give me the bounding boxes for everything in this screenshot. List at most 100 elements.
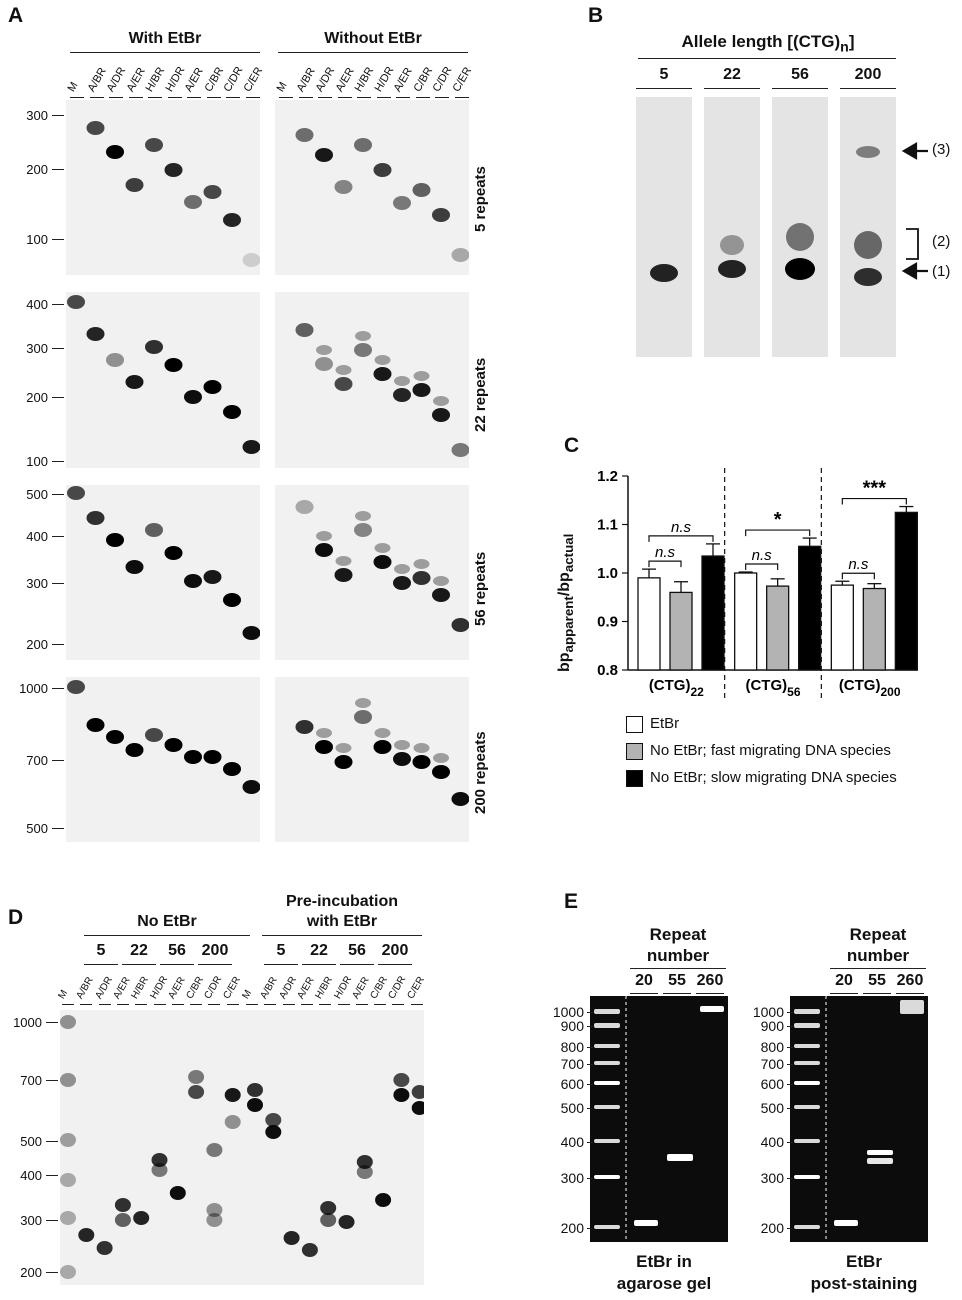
legend-label-etbr: EtBr <box>650 715 680 732</box>
gel-band-slow <box>316 345 332 355</box>
panel-b-label: B <box>588 4 604 27</box>
panel-d-tick-mark <box>46 1220 58 1221</box>
a-row2-tick-200: 200 <box>26 390 48 405</box>
a-row3-tick-200: 200 <box>26 637 48 652</box>
gel-band-slow <box>413 559 430 569</box>
a-tick-mark <box>52 644 64 645</box>
gel-band <box>393 388 411 402</box>
panel-d-repeat-line <box>264 964 298 965</box>
category-base: (CTG) <box>649 677 691 694</box>
lane-underline <box>226 97 240 98</box>
gel-band <box>315 148 333 162</box>
gel-band <box>60 1265 76 1279</box>
gel-band <box>203 185 222 199</box>
lane-label: H/DR <box>372 64 396 94</box>
gel-band <box>206 1213 223 1227</box>
gel-band <box>145 340 163 354</box>
panel-e-right-header-l1: Repeat <box>849 925 907 944</box>
panel-e-tick-400: 400 <box>760 1134 784 1150</box>
panel-d-label: D <box>8 906 24 929</box>
gel-a-200-without <box>275 677 469 842</box>
lane-label: M <box>274 80 290 94</box>
gel-band <box>206 1143 223 1157</box>
a-row4-tick-500: 500 <box>26 821 48 836</box>
gel-a-56-with <box>66 485 260 660</box>
panel-d-lane-underline <box>98 1004 111 1005</box>
gel-band <box>412 571 431 585</box>
panel-d-lane-label: C/ER <box>221 974 243 1001</box>
lane-underline <box>70 97 84 98</box>
gel-band <box>412 755 431 769</box>
panel-d-lane-label: M <box>56 988 71 1001</box>
panel-e-tick-800: 800 <box>560 1039 584 1055</box>
lane-underline <box>206 97 221 98</box>
panel-d-lane-underline <box>135 1004 148 1005</box>
gel-b-200 <box>840 97 896 357</box>
panel-d-tick-mark <box>46 1080 58 1081</box>
lane-label: H/DR <box>163 64 187 94</box>
panel-e-tick-mark <box>787 1012 793 1013</box>
gel-band-slow <box>335 365 352 375</box>
gel-band <box>432 408 450 422</box>
gel-band <box>60 1173 76 1187</box>
gel-band <box>315 740 333 754</box>
panel-e-tick-300: 300 <box>760 1170 784 1186</box>
lane-underline <box>187 97 201 98</box>
panel-e-col-line <box>696 993 724 994</box>
gel-band <box>334 755 353 769</box>
panel-d-repeat-200: 200 <box>201 942 229 959</box>
panel-d-lane-underline <box>246 1004 258 1005</box>
ladder-band <box>794 1081 820 1085</box>
panel-d-lane-underline <box>392 1004 405 1005</box>
panel-b-title-line <box>638 58 896 59</box>
a-row2-tick-300: 300 <box>26 341 48 356</box>
panel-e-caption-right-l2: post-staining <box>810 1274 918 1293</box>
panel-d-lane-underline <box>171 1004 184 1005</box>
panel-e-tick-900: 900 <box>760 1018 784 1034</box>
gel-band <box>188 1085 205 1099</box>
annotation-2: (2) <box>932 233 951 250</box>
gel-band-slow <box>433 396 449 406</box>
gel-band <box>412 383 431 397</box>
panel-d-repeat-22: 22 <box>310 942 328 959</box>
panel-e-col-line <box>863 993 891 994</box>
gel-band <box>203 750 222 764</box>
gel-band <box>67 680 85 694</box>
gel-band <box>188 1070 205 1084</box>
gel-d <box>60 1010 424 1285</box>
panel-d-header-no-etbr: No EtBr <box>137 913 197 930</box>
panel-d-tick-mark <box>46 1175 58 1176</box>
sig-bracket <box>745 563 779 571</box>
bar <box>734 572 758 671</box>
ladder-band <box>794 1009 820 1014</box>
a-row3-tick-300: 300 <box>26 576 48 591</box>
gel-band <box>451 248 469 262</box>
sample-band-20 <box>634 1220 658 1226</box>
bar <box>830 584 854 671</box>
gel-band <box>650 264 678 282</box>
lane-underline <box>396 97 410 98</box>
gel-band <box>315 357 333 371</box>
panel-e-tick-200: 200 <box>560 1220 584 1236</box>
panel-e-tick-mark <box>787 1178 793 1179</box>
panel-d-tick-mark <box>46 1272 58 1273</box>
gel-band <box>133 1211 150 1225</box>
gel-band-slow <box>355 331 371 341</box>
category-sub: 22 <box>690 685 704 699</box>
gel-band <box>315 543 333 557</box>
ylabel-sub-actual: actual <box>561 533 577 573</box>
panel-d-lane-underline <box>282 1004 295 1005</box>
a-tick-mark <box>52 760 64 761</box>
gel-band <box>411 1085 424 1099</box>
panel-d-tick-300: 300 <box>20 1213 42 1228</box>
panel-d-lane-underline <box>300 1004 313 1005</box>
sig-label: n.s <box>848 556 869 573</box>
gel-band <box>145 138 163 152</box>
sig-bracket <box>841 497 907 505</box>
ladder-band <box>794 1175 820 1179</box>
a-row3-tick-500: 500 <box>26 487 48 502</box>
gel-e-right <box>790 996 928 1242</box>
panel-d-lane-label: H/DR <box>331 974 354 1001</box>
panel-d-tick-700: 700 <box>20 1073 42 1088</box>
panel-e-tick-mark <box>787 1228 793 1229</box>
